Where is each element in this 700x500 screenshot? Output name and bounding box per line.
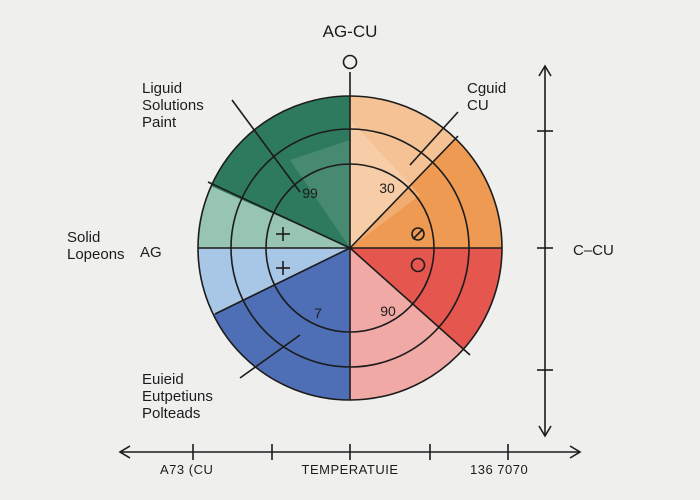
leader-top-left — [231, 99, 301, 193]
label-top-right-2: CU — [467, 97, 489, 114]
axis-label-center: TEMPERATUIE — [302, 462, 399, 477]
sector-upper-right-orange — [350, 138, 502, 248]
slashed-circle-icon — [411, 227, 425, 241]
leader-top-right — [409, 111, 459, 166]
inner-label-upper-right: 30 — [379, 180, 395, 196]
axis-label-left: A73 (CU — [160, 462, 213, 477]
sector-left-light-blue — [198, 248, 350, 315]
plus-icon — [276, 227, 290, 241]
sector-left-teal — [198, 186, 350, 248]
diagram-title: AG-CU — [323, 22, 378, 41]
label-top-left-2: Solutions — [142, 97, 204, 114]
highlight-wedge — [350, 120, 420, 248]
highlight-wedge — [290, 140, 350, 248]
label-left-1: Solid — [67, 229, 100, 246]
right-axis — [537, 64, 553, 438]
sector-lower-right-pink — [350, 248, 463, 400]
top-circle-icon — [342, 54, 358, 70]
leader-bottom-left — [239, 334, 301, 379]
label-bottom-left-1: Euieid — [142, 371, 184, 388]
divider-upper-left — [207, 181, 351, 249]
divider-upper-right — [349, 135, 459, 249]
label-top-left-1: Liguid — [142, 80, 182, 97]
label-left-2: Lopeons — [67, 246, 125, 263]
circle-icon — [410, 257, 426, 273]
inner-label-lower-left: 7 — [314, 305, 322, 321]
label-top-left-3: Paint — [142, 114, 177, 131]
plus-icon — [276, 261, 290, 275]
label-bottom-left-3: Polteads — [142, 405, 200, 422]
sector-upper-right-light — [350, 96, 456, 248]
inner-label-lower-right: 90 — [380, 303, 396, 319]
divider-lower-left — [214, 247, 351, 315]
inner-label-upper-left: 99 — [302, 185, 318, 201]
axis-label-right: 136 7070 — [470, 462, 528, 477]
label-right-marker: C–CU — [573, 242, 614, 259]
divider-lower-right — [349, 247, 471, 356]
phase-wheel — [197, 72, 503, 401]
label-left-marker: AG — [140, 244, 162, 261]
bottom-axis — [118, 444, 582, 460]
label-bottom-left-2: Eutpetiuns — [142, 388, 213, 405]
label-top-right-1: Cguid — [467, 80, 506, 97]
sector-right-red — [350, 248, 502, 350]
